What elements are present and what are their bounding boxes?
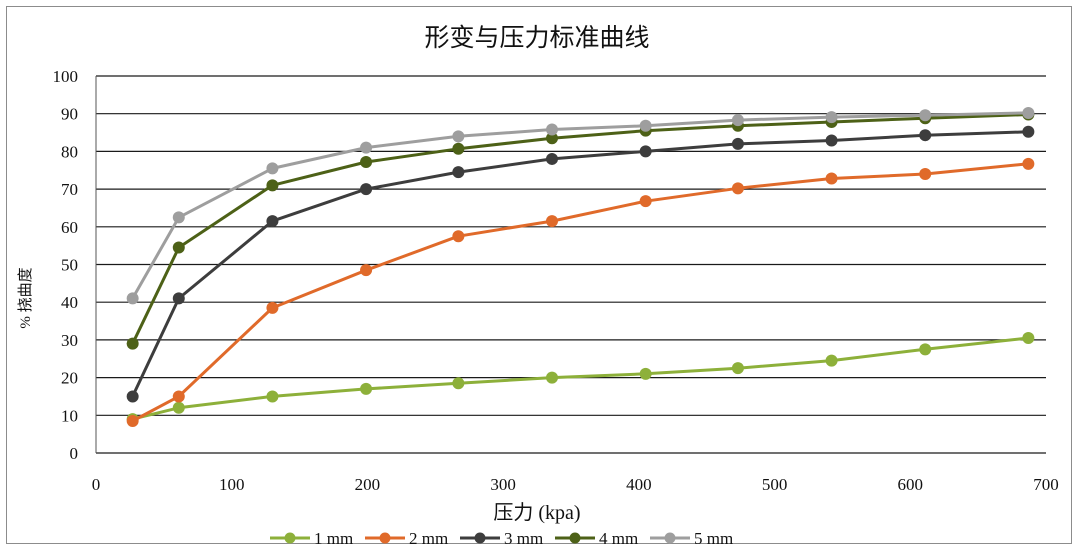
legend-label: 2 mm [409,529,448,548]
legend-swatch-marker [664,532,676,544]
series-5 [126,106,1035,305]
legend-item: 5 mm [650,529,733,548]
y-tick-label: 100 [53,67,79,86]
legend-swatch-marker [569,532,581,544]
legend-label: 5 mm [694,529,733,548]
data-point [452,230,465,243]
y-tick-label: 80 [61,142,78,161]
data-point [919,168,932,181]
data-point [360,183,373,196]
data-point [731,182,744,195]
data-point [546,371,558,384]
data-point [266,179,279,192]
y-tick-label: 0 [70,444,79,463]
y-tick-label: 20 [61,369,78,388]
x-tick-label: 600 [898,475,924,494]
x-axis-label: 压力 (kpa) [493,501,580,524]
x-tick-label: 100 [219,475,245,494]
legend: 1 mm 2 mm 3 mm 4 mm 5 mm [270,529,733,548]
x-tick-label: 200 [355,475,381,494]
legend-label: 4 mm [599,529,638,548]
data-point [1022,125,1035,138]
data-point [452,142,465,155]
data-point [360,264,373,277]
x-tick-label: 700 [1033,475,1059,494]
data-point [825,354,838,367]
data-point [452,166,465,179]
legend-item: 1 mm [270,529,353,548]
data-point [825,134,838,147]
legend-swatch-marker [379,532,391,544]
data-point [639,367,652,380]
legend-item: 4 mm [555,529,638,548]
data-point [360,155,373,168]
gridlines [96,75,1046,454]
series-line [132,336,1029,421]
data-point [1022,157,1035,170]
data-point [546,152,558,165]
data-point [172,390,185,403]
y-tick-label: 60 [61,218,78,237]
data-point [731,137,744,150]
data-point [360,141,373,154]
y-tick-label: 70 [61,180,78,199]
legend-swatch-marker [474,532,486,544]
data-point [452,377,465,390]
data-point [546,215,558,228]
legend-item: 2 mm [365,529,448,548]
data-point [731,362,744,375]
data-point [639,145,652,158]
data-point [126,390,139,403]
data-point [919,343,932,356]
data-point [546,132,558,145]
chart-title: 形变与压力标准曲线 [424,24,649,52]
y-tick-label: 90 [61,105,78,124]
y-axis-label: % 挠曲度 [17,267,34,328]
legend-label: 1 mm [314,529,353,548]
series-line [131,111,1029,300]
data-point [172,292,185,305]
data-point [266,215,279,228]
data-point [360,382,373,395]
data-point [919,109,932,122]
axes: 0 10 20 30 40 50 60 70 80 90 100 0 100 200 300 400 500 60… [53,67,1059,494]
data-point [172,241,185,254]
data-point [1022,106,1035,119]
data-point [452,130,465,143]
data-point [266,390,279,403]
x-tick-label: 300 [490,475,516,494]
series-1 [126,332,1035,426]
data-point [825,111,838,124]
data-point [639,119,652,132]
x-tick-label: 500 [762,475,788,494]
data-point [919,129,932,142]
y-tick-label: 10 [61,406,78,425]
chart-frame [6,6,1072,544]
data-point [126,414,139,427]
x-tick-label: 400 [626,475,652,494]
series-3 [126,125,1035,403]
data-point [126,292,139,305]
data-point [266,162,279,175]
data-point [172,401,185,414]
y-tick-label: 30 [61,331,78,350]
x-tick-label: 0 [92,475,101,494]
data-point [126,337,139,350]
y-tick-label: 50 [61,256,78,275]
data-point [266,301,279,314]
data-point [825,172,838,185]
data-point [731,114,744,127]
series-2 [126,157,1035,427]
y-tick-label: 40 [61,293,78,312]
data-point [639,195,652,208]
series-line [131,162,1029,423]
data-point [546,123,558,136]
legend-label: 3 mm [504,529,543,548]
data-point [172,211,185,224]
legend-swatch-marker [284,532,296,544]
data-point [1022,332,1035,345]
legend-item: 3 mm [460,529,543,548]
series-layer [126,106,1035,427]
